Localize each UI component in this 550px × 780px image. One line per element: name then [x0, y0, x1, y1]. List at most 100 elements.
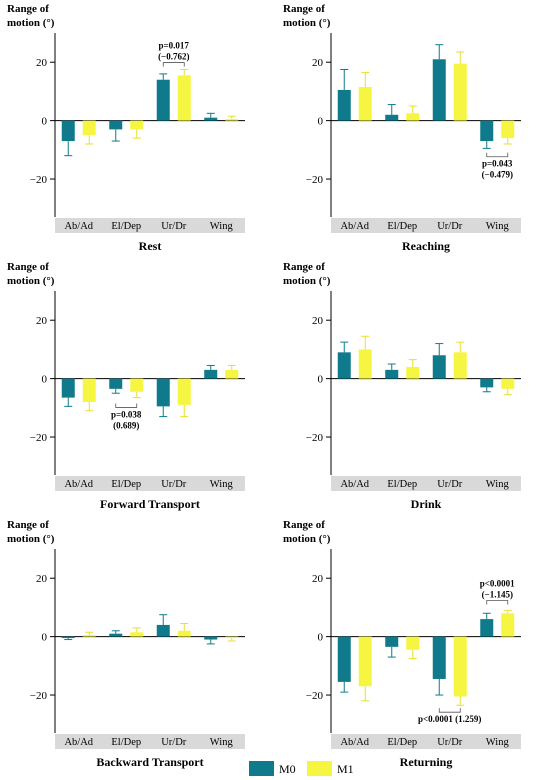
panel-drink-bar-m1-ur-dr	[453, 352, 467, 379]
panel-drink-ylabel-line1: Range of	[283, 261, 325, 273]
panel-forward-transport-bar-m1-el-dep	[130, 378, 144, 392]
panel-forward-transport-bar-m1-ab-ad	[82, 378, 96, 402]
panel-reaching-bar-m1-el-dep	[406, 113, 420, 121]
panel-reaching-category-label-el-dep: El/Dep	[387, 221, 417, 232]
panel-returning-ytick-label: 0	[318, 632, 324, 644]
panel-returning-annotation-wing-text: (−1.145)	[482, 589, 513, 599]
panel-drink-ytick-label: 0	[318, 374, 324, 386]
panel-returning-category-label-wing: Wing	[486, 737, 510, 748]
panel-forward-transport-annotation-el-dep-bracket	[115, 403, 138, 408]
panel-forward-transport-category-label-wing: Wing	[210, 479, 234, 490]
panel-drink-ytick-label: −20	[306, 432, 324, 444]
panel-reaching-category-label-ur-dr: Ur/Dr	[437, 221, 463, 232]
panel-backward-transport-category-label-ur-dr: Ur/Dr	[161, 737, 187, 748]
panels: Range of motion (°) 20 0 −20 Ab/Ad El/Dep Ur/Dr…	[7, 3, 521, 769]
panel-forward-transport-annotation-el-dep-text: (0.689)	[113, 420, 139, 430]
panel-rest-ytick-label: 0	[42, 116, 48, 128]
panel-rest-category-label-ab-ad: Ab/Ad	[64, 221, 93, 232]
panel-forward-transport-bar-m0-ab-ad	[61, 378, 75, 398]
panel-rest-annotation-ur-dr-text: p=0.017	[159, 41, 190, 51]
panel-returning-category-band	[331, 734, 521, 749]
panel-rest-annotation-ur-dr-bracket	[162, 62, 185, 67]
panel-backward-transport-category-band	[55, 734, 245, 749]
panel-backward-transport-bar-m1-wing	[225, 636, 239, 639]
panel-rest-bar-m0-el-dep	[109, 120, 123, 130]
panel-reaching-bar-m0-ur-dr	[432, 59, 446, 121]
panel-rest-bar-m1-wing	[225, 119, 239, 121]
panel-reaching-category-label-wing: Wing	[486, 221, 510, 232]
panel-rest-category-label-ur-dr: Ur/Dr	[161, 221, 187, 232]
panel-forward-transport-ytick-label: 0	[42, 374, 48, 386]
legend-label-m1: M1	[337, 762, 354, 776]
panel-reaching-bar-m0-ab-ad	[337, 89, 351, 121]
panel-returning-ylabel-line2: motion (°)	[283, 533, 331, 545]
panel-rest-bar-m1-ur-dr	[177, 75, 191, 121]
panel-reaching-category-label-ab-ad: Ab/Ad	[340, 221, 369, 232]
panel-forward-transport-bar-m1-ur-dr	[177, 378, 191, 405]
panel-reaching-ytick-label: 0	[318, 116, 324, 128]
panel-reaching: Range of motion (°) 20 0 −20 Ab/Ad El/Dep Ur/Dr…	[283, 3, 521, 253]
panel-reaching-ytick-label: −20	[306, 174, 324, 186]
panel-backward-transport-bar-m0-el-dep	[109, 633, 123, 637]
panel-returning-annotation-wing-text: p<0.0001	[480, 578, 515, 588]
panel-backward-transport-category-label-el-dep: El/Dep	[111, 737, 141, 748]
panel-reaching-annotation-wing-bracket	[486, 152, 509, 158]
panel-returning-ytick-label: 20	[312, 573, 324, 585]
panel-forward-transport-category-label-ur-dr: Ur/Dr	[161, 479, 187, 490]
panel-returning-bar-m1-wing	[501, 613, 515, 637]
panel-rest-annotation-ur-dr-text: (−0.762)	[158, 52, 189, 62]
panel-drink-category-label-el-dep: El/Dep	[387, 479, 417, 490]
panel-returning-bar-m0-el-dep	[385, 636, 399, 647]
panel-rest-title: Rest	[139, 239, 162, 253]
panel-returning-bar-m0-wing	[480, 619, 494, 637]
panel-forward-transport-bar-m1-wing	[225, 369, 239, 379]
legend-swatch-m0	[249, 761, 274, 776]
panel-forward-transport-ylabel-line2: motion (°)	[7, 275, 55, 287]
panel-rest-bar-m0-ab-ad	[61, 120, 75, 142]
panel-returning-bar-m1-el-dep	[406, 636, 420, 650]
panel-backward-transport-title: Backward Transport	[96, 755, 203, 769]
panel-reaching-bar-m0-el-dep	[385, 114, 399, 121]
panel-rest-bar-m0-wing	[204, 117, 218, 121]
panel-drink-category-band	[331, 476, 521, 491]
panel-returning-bar-m0-ab-ad	[337, 636, 351, 682]
panel-rest-ytick-label: −20	[30, 174, 48, 186]
panel-returning-ytick-label: −20	[306, 690, 324, 702]
panel-reaching-ylabel-line1: Range of	[283, 3, 325, 15]
panel-returning-category-label-ur-dr: Ur/Dr	[437, 737, 463, 748]
panel-returning-category-label-el-dep: El/Dep	[387, 737, 417, 748]
panel-drink-bar-m1-wing	[501, 378, 515, 389]
panel-backward-transport-bar-m1-ur-dr	[177, 630, 191, 637]
panel-backward-transport-category-label-wing: Wing	[210, 737, 234, 748]
panel-backward-transport-ytick-label: 20	[36, 573, 48, 585]
panel-returning-bar-m0-ur-dr	[432, 636, 446, 679]
legend-label-m0: M0	[279, 762, 296, 776]
panel-reaching-bar-m1-wing	[501, 120, 515, 139]
panel-forward-transport-ylabel-line1: Range of	[7, 261, 49, 273]
panel-returning-annotation-ur-dr-text: p<0.0001 (1.259)	[418, 714, 481, 724]
panel-drink-bar-m1-el-dep	[406, 366, 420, 379]
panel-drink-ytick-label: 20	[312, 315, 324, 327]
panel-rest-category-band	[55, 218, 245, 233]
panel-returning-bar-m1-ab-ad	[358, 636, 372, 687]
panel-backward-transport-bar-m1-el-dep	[130, 632, 144, 637]
panel-backward-transport-bar-m0-ab-ad	[61, 636, 75, 639]
panel-returning-title: Returning	[400, 755, 453, 769]
panel-drink-category-label-ab-ad: Ab/Ad	[340, 479, 369, 490]
panel-reaching-bar-m1-ab-ad	[358, 87, 372, 121]
legend-swatch-m1	[307, 761, 332, 776]
panel-rest-bar-m0-ur-dr	[156, 79, 170, 121]
panel-forward-transport-bar-m0-el-dep	[109, 378, 123, 389]
panel-drink-bar-m0-ab-ad	[337, 352, 351, 379]
panel-rest-bar-m1-ab-ad	[82, 120, 96, 136]
panel-returning-annotation-ur-dr-bracket	[438, 708, 461, 713]
panel-reaching-bar-m0-wing	[480, 120, 494, 142]
panel-drink-bar-m0-wing	[480, 378, 494, 388]
panel-forward-transport-bar-m0-ur-dr	[156, 378, 170, 407]
panel-forward-transport-category-band	[55, 476, 245, 491]
panel-drink-bar-m0-el-dep	[385, 369, 399, 379]
panel-rest-ytick-label: 20	[36, 57, 48, 69]
panel-returning-ylabel-line1: Range of	[283, 519, 325, 531]
panel-rest-bar-m1-el-dep	[130, 120, 144, 130]
